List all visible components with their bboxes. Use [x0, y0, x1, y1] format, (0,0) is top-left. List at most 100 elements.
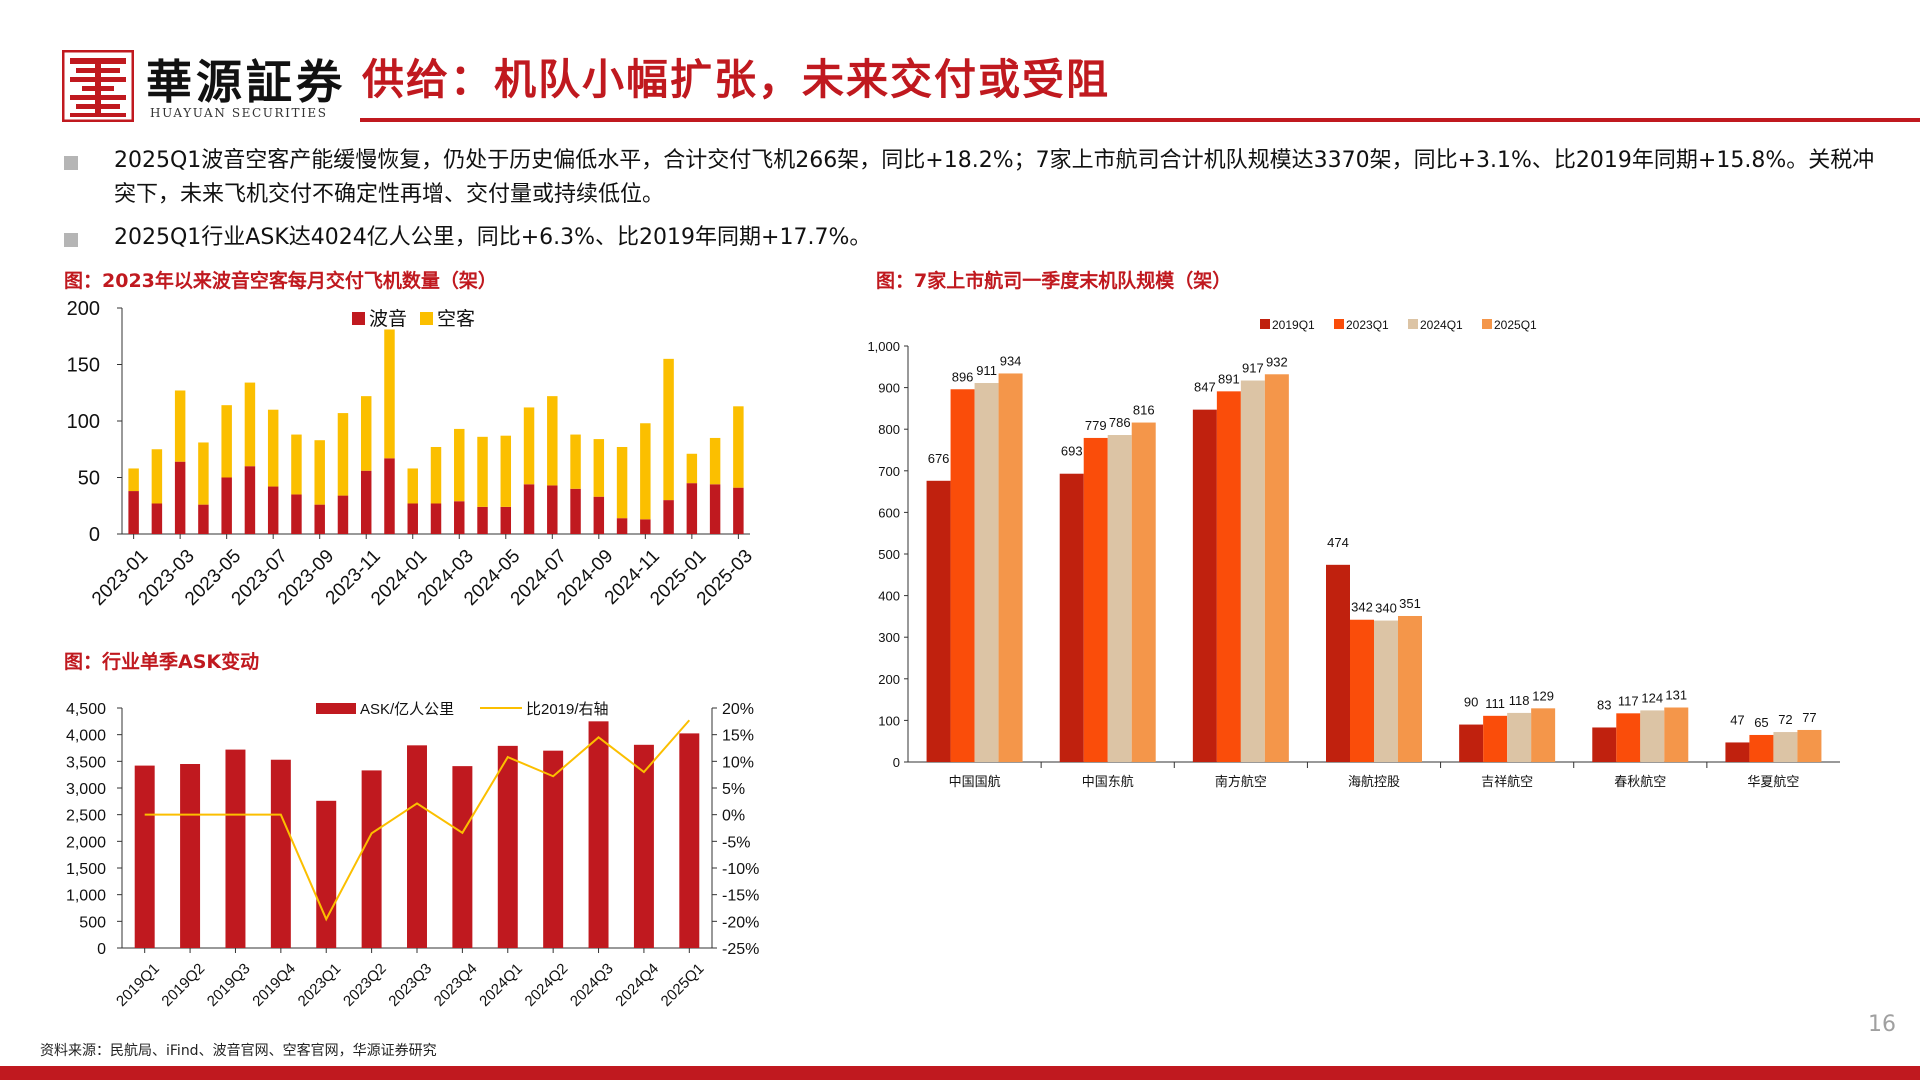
y2-tick-label: -10% [722, 861, 759, 878]
y-tick-label: 4,500 [66, 701, 106, 718]
bar-2025Q1 [1664, 707, 1689, 762]
bar-波音 [384, 458, 395, 534]
ask-chart-title: 图：行业单季ASK变动 [64, 651, 260, 673]
bar-2019Q1 [1059, 473, 1084, 762]
data-label: 124 [1641, 690, 1663, 705]
line-vs-2019 [144, 719, 691, 922]
bar-波音 [547, 485, 558, 534]
data-label: 351 [1399, 596, 1421, 611]
data-label: 72 [1778, 712, 1792, 727]
bar-空客 [640, 423, 651, 520]
legend-swatch [352, 312, 365, 325]
bar-空客 [430, 446, 442, 504]
bar-2024Q1 [974, 383, 999, 762]
bar-空客 [267, 409, 279, 487]
y-tick-label: 0 [89, 524, 100, 546]
bar-空客 [291, 434, 302, 495]
bar-波音 [616, 518, 628, 534]
bar-波音 [686, 483, 698, 534]
legend-label: 2019Q1 [1272, 318, 1315, 332]
y-tick-label: 3,000 [66, 781, 106, 798]
y-tick-label: 1,500 [66, 861, 106, 878]
x-tick-label: 2024Q2 [522, 960, 572, 1010]
bar-波音 [337, 495, 349, 534]
data-label: 90 [1464, 695, 1478, 710]
data-label: 932 [1266, 354, 1288, 369]
legend-swatch [1334, 319, 1344, 329]
title-divider [360, 118, 1920, 122]
bar-ask [316, 800, 337, 948]
x-tick-label: 2023Q3 [385, 960, 435, 1010]
legend-label: 空客 [437, 308, 475, 330]
y-tick-label: 1,000 [867, 339, 900, 354]
bar-空客 [570, 434, 581, 489]
bar-ask [679, 733, 700, 948]
x-tick-label: 2019Q3 [204, 960, 254, 1010]
bar-空客 [221, 405, 232, 478]
bar-ask [361, 770, 382, 948]
bar-2023Q1 [1216, 391, 1241, 762]
bar-ask [134, 765, 155, 948]
bar-空客 [709, 437, 721, 485]
x-tick-label: 海航控股 [1348, 774, 1400, 789]
data-label: 786 [1109, 415, 1131, 430]
y-tick-label: 0 [97, 941, 106, 958]
y-tick-label: 3,500 [66, 754, 106, 771]
bullet-text: 2025Q1行业ASK达4024亿人公里，同比+6.3%、比2019年同期+17… [114, 225, 872, 250]
y-tick-label: 100 [878, 713, 900, 728]
ask-chart: 0 500 1,000 1,500 2,000 2,500 3,000 3,500 4,000 4… [66, 701, 759, 1010]
y-tick-label: 200 [878, 672, 900, 687]
data-label: 340 [1375, 601, 1397, 616]
bar-空客 [174, 390, 186, 462]
x-tick-label: 吉祥航空 [1481, 774, 1533, 789]
bar-2023Q1 [1350, 619, 1374, 762]
y-tick-label: 4,000 [66, 728, 106, 745]
bar-2024Q1 [1507, 712, 1532, 762]
footer-bar [0, 1066, 1920, 1080]
bar-2019Q1 [926, 480, 951, 762]
bar-波音 [500, 506, 512, 534]
y2-tick-label: 0% [722, 808, 745, 825]
y-tick-label: 150 [67, 355, 100, 377]
bar-ask [270, 759, 291, 948]
bar-空客 [733, 406, 744, 488]
bar-2019Q1 [1592, 727, 1617, 762]
x-tick-label: 2024Q3 [567, 960, 617, 1010]
bar-空客 [128, 468, 139, 492]
data-label: 917 [1242, 361, 1264, 376]
data-label: 83 [1597, 697, 1611, 712]
bar-波音 [430, 503, 442, 534]
bar-空客 [523, 407, 535, 485]
y-tick-label: 50 [78, 468, 100, 490]
y-tick-label: 2,000 [66, 834, 106, 851]
x-tick-label: 华夏航空 [1747, 774, 1799, 789]
bar-2019Q1 [1326, 564, 1350, 762]
bar-波音 [640, 519, 651, 534]
bar-空客 [384, 329, 395, 459]
legend-label: 2025Q1 [1494, 318, 1537, 332]
bar-2024Q1 [1374, 620, 1398, 762]
brand-name-en: HUAYUAN SECURITIES [150, 106, 328, 120]
data-label: 129 [1532, 688, 1554, 703]
bar-波音 [198, 504, 209, 534]
y-tick-label: 2,500 [66, 808, 106, 825]
x-tick-label: 2023Q1 [295, 960, 345, 1010]
page-number: 16 [1868, 1012, 1896, 1037]
page-title: 供给：机队小幅扩张，未来交付或受阻 [362, 55, 1111, 104]
bar-2023Q1 [950, 389, 975, 762]
data-label: 117 [1618, 693, 1639, 708]
bar-2019Q1 [1725, 742, 1750, 762]
data-label: 47 [1730, 712, 1744, 727]
data-label: 131 [1665, 688, 1687, 703]
data-label: 118 [1509, 693, 1530, 708]
bar-2025Q1 [1131, 422, 1156, 762]
bar-空客 [360, 396, 372, 471]
bar-空客 [616, 446, 628, 519]
bar-波音 [709, 484, 721, 534]
x-tick-label: 中国东航 [1082, 774, 1134, 789]
data-label: 111 [1485, 696, 1505, 711]
bar-空客 [244, 382, 256, 467]
huayuan-logo-icon [62, 50, 134, 122]
bar-波音 [128, 491, 139, 534]
y-tick-label: 0 [893, 755, 900, 770]
